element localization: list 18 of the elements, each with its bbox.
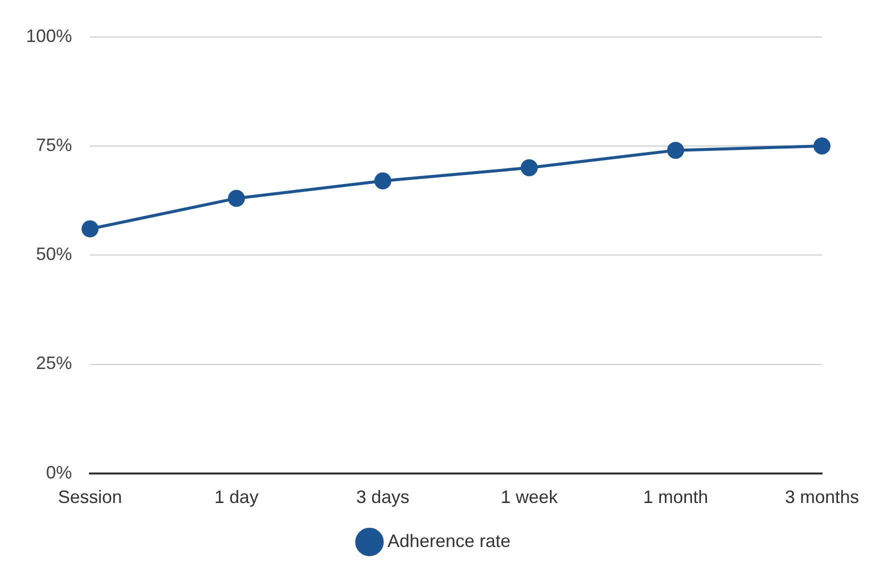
point (82, 220, 99, 238)
x-tick-label: 1 week (500, 487, 559, 508)
x-tick-label: 1 month (643, 487, 708, 508)
legend-label: Adherence rate (387, 530, 511, 551)
y-tick-label: 25% (36, 353, 72, 374)
point (520, 159, 538, 176)
point (667, 142, 684, 159)
x-tick-label: 1 day (214, 487, 258, 508)
point (374, 172, 392, 190)
x-tick-label: 3 months (784, 487, 860, 508)
y-tick-label: 50% (36, 244, 72, 264)
point (228, 190, 245, 207)
x-tick-label: 3 days (356, 487, 410, 508)
y-tick-label: 75% (36, 134, 72, 155)
x-tick-label: Session (58, 487, 122, 508)
point (813, 137, 830, 154)
y-tick-label: 100% (26, 26, 72, 46)
y-tick-label: 0% (46, 462, 72, 482)
